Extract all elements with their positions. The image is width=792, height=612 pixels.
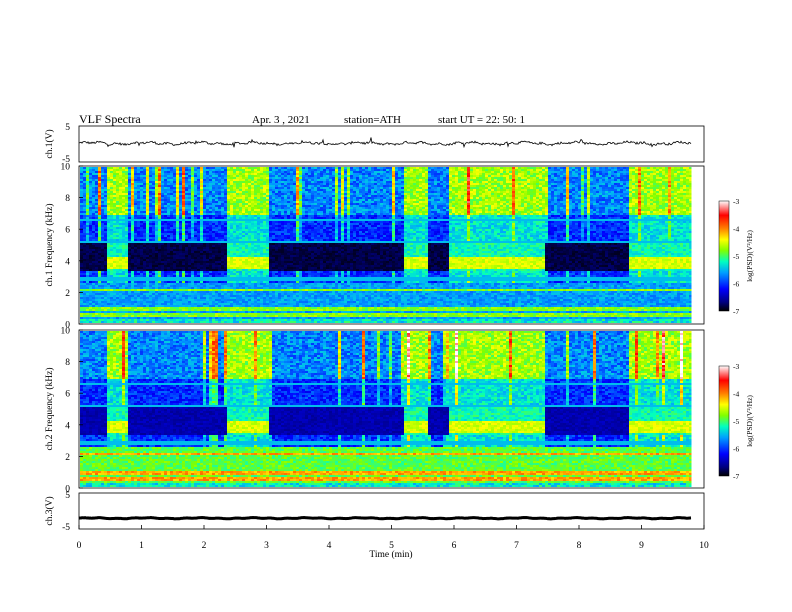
y-tick-label: 6 xyxy=(65,390,70,400)
colorbar-tick-label: -5 xyxy=(733,252,739,261)
ch1-colorbar xyxy=(718,200,730,312)
ch2-spectrogram-image xyxy=(80,331,703,487)
chart-title: VLF Spectra xyxy=(79,112,141,126)
ch3-waveform-trace xyxy=(78,515,692,521)
y-tick-label: 6 xyxy=(65,226,70,236)
ch1-spectrogram-ylabel: ch.1 Frequency (kHz) xyxy=(44,203,55,286)
y-tick-label: 10 xyxy=(61,163,71,173)
y-tick-label: 8 xyxy=(65,358,70,368)
x-tick-label: 8 xyxy=(577,541,582,551)
colorbar-tick-label: -6 xyxy=(733,280,739,289)
colorbar-tick-label: -3 xyxy=(733,197,739,206)
colorbar-tick-label: -7 xyxy=(733,307,739,316)
ch1-waveform-frame xyxy=(78,125,705,163)
colorbar-tick-label: -6 xyxy=(733,445,739,454)
x-tick-label: 3 xyxy=(264,541,269,551)
ch3-waveform-frame xyxy=(78,492,705,530)
colorbar-tick-label: -4 xyxy=(733,390,739,399)
x-tick-label: 6 xyxy=(452,541,457,551)
x-tick-label: 5 xyxy=(389,541,394,551)
colorbar-tick-label: -5 xyxy=(733,417,739,426)
start-time-label: start UT = 22: 50: 1 xyxy=(438,114,525,126)
ch3-waveform-ylabel: ch.3(V) xyxy=(44,496,55,525)
ch2-colorbar-label: log(PSD)(V²/Hz) xyxy=(745,395,754,447)
x-tick-label: 0 xyxy=(77,541,82,551)
x-tick-label: 10 xyxy=(699,541,709,551)
ch1-waveform-panel: 5 -5 ch.1(V) xyxy=(44,123,705,165)
y-tick-label: 0 xyxy=(65,321,70,331)
date-label: Apr. 3 , 2021 xyxy=(252,114,310,126)
x-tick-label: 7 xyxy=(514,541,519,551)
ch1-ytick-top: 5 xyxy=(65,123,70,133)
ch1-colorbar-label: log(PSD)(V²/Hz) xyxy=(745,230,754,282)
ch3-ytick-bottom: -5 xyxy=(62,523,70,533)
y-tick-label: 8 xyxy=(65,194,70,204)
x-tick-label: 9 xyxy=(639,541,644,551)
ch1-waveform-ylabel: ch.1(V) xyxy=(44,129,55,158)
ch1-waveform-trace xyxy=(78,137,692,149)
ch3-ytick-top: 5 xyxy=(65,491,70,501)
x-tick-label: 4 xyxy=(327,541,332,551)
x-tick-label: 1 xyxy=(139,541,144,551)
colorbar-tick-label: -4 xyxy=(733,225,739,234)
x-tick-label: 2 xyxy=(202,541,207,551)
ch1-ytick-bottom: -5 xyxy=(62,155,70,165)
y-tick-label: 4 xyxy=(65,421,70,431)
colorbar-tick-label: -7 xyxy=(733,472,739,481)
y-tick-label: 2 xyxy=(65,289,70,299)
ch2-colorbar xyxy=(718,365,730,477)
y-tick-label: 4 xyxy=(65,257,70,267)
ch1-spectrogram-image xyxy=(80,167,703,323)
ch2-spectrogram-ylabel: ch.2 Frequency (kHz) xyxy=(44,367,55,450)
x-axis: 0 1 2 3 4 5 6 7 8 9 10 xyxy=(77,525,709,551)
y-tick-label: 2 xyxy=(65,453,70,463)
colorbar-tick-label: -3 xyxy=(733,362,739,371)
y-tick-label: 10 xyxy=(61,327,71,337)
ch3-waveform-panel: 5 -5 ch.3(V) xyxy=(44,491,705,533)
station-label: station=ATH xyxy=(344,114,401,126)
y-tick-label: 0 xyxy=(65,485,70,495)
x-axis-label: Time (min) xyxy=(369,549,412,560)
